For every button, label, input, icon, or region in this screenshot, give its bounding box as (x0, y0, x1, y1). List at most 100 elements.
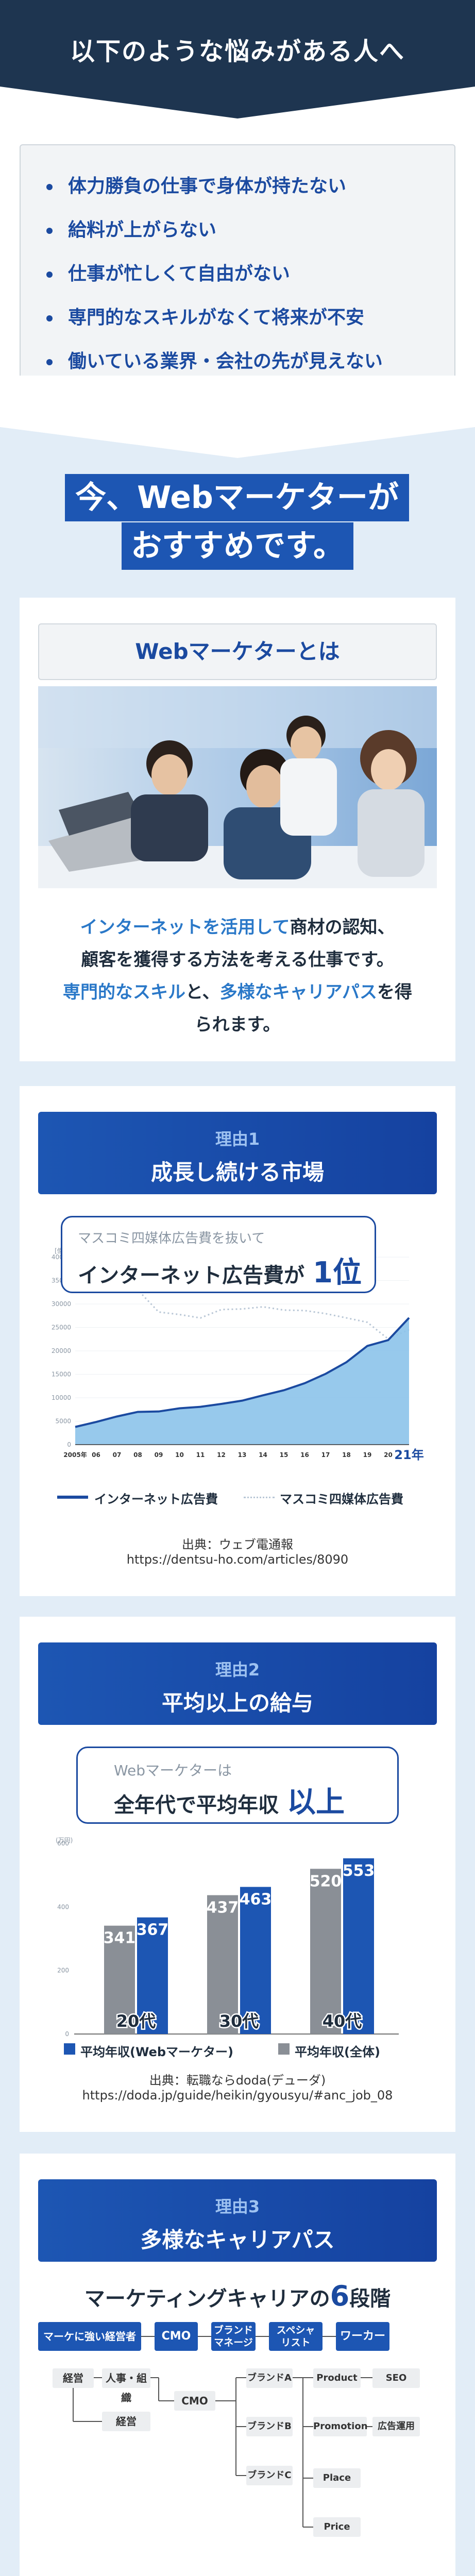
bar (343, 1858, 374, 2034)
bar (104, 1925, 135, 2034)
career-diagram-title: マーケティングキャリアの6段階 (84, 2280, 391, 2312)
bullet-icon (46, 315, 53, 321)
x-tick-label: 19 (363, 1451, 372, 1459)
x-tick-label: 16 (300, 1451, 309, 1459)
node-product: Product (313, 2368, 361, 2388)
worries-list: 体力勝負の仕事で身体が持たない 給料が上がらない 仕事が忙しくて自由がない 専門… (20, 144, 455, 396)
legend-swatch-web (64, 2043, 75, 2055)
reason2-title: 平均以上の給与 (161, 1690, 313, 1716)
y-tick-label: 20000 (52, 1347, 71, 1354)
bar (310, 1869, 341, 2034)
node-place: Place (313, 2468, 361, 2488)
node-seo: SEO (372, 2368, 420, 2388)
x-tick-label: 18 (342, 1451, 351, 1459)
promo-line-1: 今、Webマーケターが (65, 474, 409, 521)
legend-mass: マスコミ四媒体広告費 (280, 1492, 403, 1506)
bar (240, 1887, 271, 2034)
salary-chart: (万円) 600 400 200 0 341 367 20代 437 463 30代 520 553 40… (38, 1833, 437, 2039)
worry-item: 働いている業界・会社の先が見えない (46, 346, 383, 373)
x-tick-label: 07 (113, 1451, 122, 1459)
node-promotion: Promotion (313, 2417, 368, 2436)
x-tick-label: 10 (175, 1451, 184, 1459)
x-tick-label: 17 (321, 1451, 330, 1459)
node-brand-c: ブランドC (246, 2466, 293, 2485)
reason3-title: 多様なキャリアパス (140, 2227, 335, 2252)
reason2-number: 理由2 (215, 1660, 260, 1680)
legend-swatch-mass (244, 1497, 275, 1498)
reason1-number: 理由1 (215, 1129, 260, 1149)
x-tick-label: 06 (92, 1451, 100, 1459)
x-tick-label: 2005年 (63, 1451, 87, 1459)
bar-value-label: 463 (240, 1890, 272, 1908)
x-tick-label: 12 (217, 1451, 226, 1459)
series-area-internet (75, 1317, 409, 1445)
bar-value-label: 553 (343, 1862, 375, 1880)
section-divider-shape (0, 376, 475, 458)
reason1-title: 成長し続ける市場 (150, 1160, 324, 1185)
hero-arrow-shape (0, 77, 475, 118)
reason3-header: 理由3 多様なキャリアパス (38, 2179, 437, 2262)
node-hr: 人事・組織 (102, 2368, 150, 2404)
x-tick-label: 09 (155, 1451, 163, 1459)
node-brand-a: ブランドA (246, 2368, 293, 2388)
reason1-card: 理由1 成長し続ける市場 400003500030000250002000015… (20, 1086, 455, 1596)
stage-executive: マーケに強い経営者 (38, 2322, 141, 2351)
reason1-source-url: https://dentsu-ho.com/articles/8090 (126, 1552, 349, 1567)
bullet-icon (46, 184, 53, 190)
reason1-source: 出典：ウェブ電通報 (182, 1537, 293, 1552)
bullet-icon (46, 359, 53, 365)
bar-value-label: 341 (104, 1929, 136, 1947)
x-tick-label: 11 (196, 1451, 205, 1459)
reason3-number: 理由3 (215, 2197, 260, 2216)
legend-swatch-internet (57, 1496, 88, 1499)
x-tick-label: 15 (280, 1451, 289, 1459)
about-desc-line-4: られます。 (194, 1014, 281, 1035)
reason2-bubble: Webマーケターは 全年代で平均年収 以上 (76, 1747, 399, 1824)
stage-worker: ワーカー (336, 2322, 389, 2351)
about-title: Webマーケターとは (38, 623, 437, 680)
y-tick-label: 30000 (52, 1300, 71, 1308)
category-label: 30代 (219, 2011, 259, 2031)
legend-internet: インターネット広告費 (94, 1492, 218, 1506)
reason1-header: 理由1 成長し続ける市場 (38, 1112, 437, 1194)
legend-all: 平均年収(全体) (295, 2045, 380, 2059)
y-tick-label: 5000 (55, 1418, 71, 1425)
x-tick-label: 21年 (394, 1448, 423, 1462)
x-tick-label: 08 (133, 1451, 142, 1459)
bar-value-label: 520 (310, 1872, 342, 1890)
reason2-header: 理由2 平均以上の給与 (38, 1642, 437, 1725)
worry-item: 体力勝負の仕事で身体が持たない (46, 171, 346, 198)
bar-value-label: 437 (207, 1899, 239, 1917)
legend-swatch-all (278, 2043, 290, 2055)
y-tick-label: 400 (57, 1903, 69, 1910)
legend-web: 平均年収(Webマーケター) (80, 2045, 234, 2059)
x-tick-label: 14 (259, 1451, 267, 1459)
about-desc-line-1: インターネットを活用して商材の認知、 (80, 917, 395, 938)
stage-brand-manager: ブランド マネージャ (211, 2322, 256, 2361)
x-tick-label: 13 (238, 1451, 247, 1459)
y-tick-label: 0 (67, 1441, 71, 1448)
reason2-source: 出典：転職ならdoda(デューダ) (149, 2073, 326, 2088)
y-tick-label: 15000 (52, 1371, 71, 1378)
promo-line-2: おすすめです。 (122, 522, 353, 570)
x-tick-label: 20 (384, 1451, 393, 1459)
y-tick-label: 600 (57, 1840, 69, 1847)
reason2-source-url: https://doda.jp/guide/heikin/gyousyu/#an… (82, 2088, 393, 2103)
career-connectors (73, 2336, 372, 2528)
y-tick-label: 10000 (52, 1394, 71, 1401)
bar (207, 1895, 238, 2034)
bullet-icon (46, 272, 53, 278)
bar-value-label: 367 (137, 1921, 169, 1939)
about-desc-line-3: 専門的なスキルと、多様なキャリアパスを得 (63, 982, 412, 1003)
node-management: 経営 (53, 2368, 94, 2388)
node-price: Price (313, 2517, 361, 2537)
bullet-icon (46, 228, 53, 234)
category-label: 20代 (116, 2011, 156, 2031)
category-label: 40代 (323, 2011, 362, 2031)
node-management-2: 経営 (102, 2412, 150, 2431)
node-ad-ops: 広告運用 (372, 2417, 420, 2436)
y-axis-label: (万円) (56, 1837, 73, 1844)
node-brand-b: ブランドB (246, 2417, 293, 2436)
y-tick-label: 200 (57, 1967, 69, 1974)
reason3-card: 理由3 多様なキャリアパス マーケティングキャリアの6段階 (20, 2154, 455, 2576)
